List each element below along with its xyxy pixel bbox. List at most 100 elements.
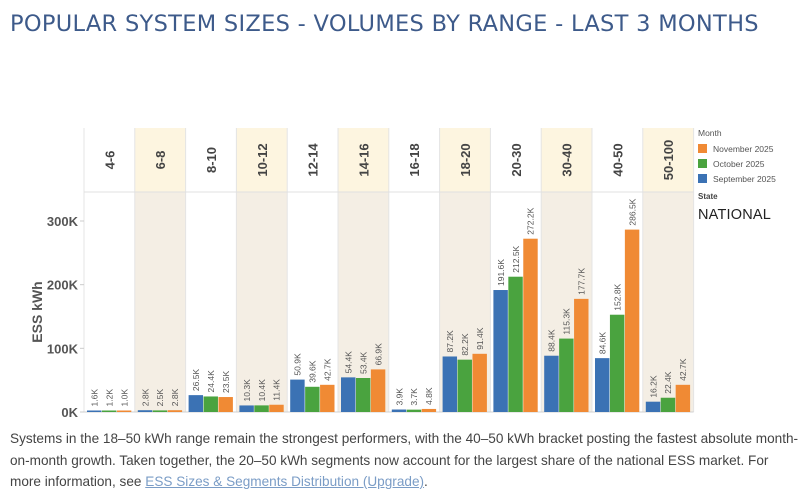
- data-label: 152.8K: [612, 283, 622, 310]
- state-filter-label: State: [698, 192, 718, 201]
- legend-label: September 2025: [713, 173, 776, 184]
- data-label: 177.7K: [577, 268, 587, 295]
- column-header-band: [338, 128, 389, 192]
- data-label: 1.2K: [104, 389, 114, 407]
- state-filter-value[interactable]: NATIONAL: [698, 207, 772, 223]
- category-label: 10-12: [255, 143, 270, 176]
- column-header-band: [134, 128, 186, 192]
- page-title: POPULAR SYSTEM SIZES - VOLUMES BY RANGE …: [10, 11, 759, 37]
- column-header-band: [236, 128, 288, 192]
- bar-october-2025: [254, 405, 269, 412]
- data-label: 212.5K: [511, 245, 521, 272]
- category-label: 6-8: [153, 151, 168, 170]
- bar-september-2025: [391, 409, 407, 412]
- legend-swatch: [698, 174, 707, 183]
- bar-october-2025: [203, 396, 218, 412]
- category-label: 30-40: [560, 143, 575, 176]
- data-label: 191.6K: [496, 259, 506, 286]
- data-label: 22.4K: [663, 371, 673, 394]
- legend-title: Month: [698, 128, 722, 138]
- data-label: 50.9K: [293, 353, 303, 376]
- legend-item-september[interactable]: September 2025: [698, 171, 808, 186]
- bar-october-2025: [457, 359, 472, 412]
- category-label: 18-20: [458, 143, 473, 176]
- column-header-band: [592, 128, 643, 192]
- bar-november-2025: [472, 353, 487, 412]
- bar-october-2025: [152, 410, 168, 412]
- data-label: 16.2K: [648, 375, 658, 398]
- legend-label: October 2025: [713, 158, 765, 169]
- category-label: 40-50: [610, 143, 625, 176]
- y-tick-label: 300K: [47, 214, 79, 229]
- bar-september-2025: [645, 401, 661, 412]
- category-label: 14-16: [356, 143, 371, 176]
- y-tick-label: 100K: [47, 341, 79, 356]
- column-plot-band: [185, 192, 237, 412]
- bar-october-2025: [101, 410, 117, 412]
- data-label: 286.5K: [627, 198, 637, 225]
- bar-october-2025: [559, 338, 574, 412]
- caption: Systems in the 18–50 kWh range remain th…: [10, 428, 800, 493]
- bar-september-2025: [595, 358, 610, 412]
- data-label: 1.0K: [119, 389, 129, 407]
- bar-chart: 4-6 6-8 8-10 10-12 12-14 14-16 16-18 18-20 20-30…: [29, 128, 695, 420]
- column-plot-band: [84, 192, 135, 412]
- legend: Month November 2025 October 2025 Septemb…: [698, 128, 808, 223]
- column-header-band: [84, 128, 135, 192]
- bar-november-2025: [320, 384, 335, 412]
- bar-november-2025: [370, 369, 386, 412]
- column-header-band: [439, 128, 491, 192]
- bar-september-2025: [137, 410, 153, 412]
- data-label: 1.6K: [89, 389, 99, 407]
- column-header-band: [287, 128, 338, 192]
- column-plot-band: [236, 192, 288, 412]
- bar-september-2025: [188, 395, 204, 412]
- category-label: 20-30: [509, 143, 524, 176]
- bar-november-2025: [624, 229, 640, 412]
- bar-september-2025: [290, 379, 305, 412]
- bar-november-2025: [218, 397, 233, 412]
- data-label: 53.4K: [358, 351, 368, 374]
- bar-october-2025: [609, 314, 625, 412]
- bar-september-2025: [341, 377, 356, 412]
- bar-september-2025: [239, 405, 254, 412]
- data-label: 88.4K: [547, 329, 557, 352]
- data-label: 10.3K: [242, 379, 252, 402]
- legend-label: November 2025: [713, 143, 774, 154]
- data-label: 91.4K: [475, 327, 485, 350]
- category-label: 8-10: [204, 147, 219, 173]
- data-label: 39.6K: [308, 360, 318, 383]
- column-header-band: [642, 128, 694, 192]
- column-header-band: [388, 128, 440, 192]
- legend-item-october[interactable]: October 2025: [698, 156, 808, 171]
- column-plot-band: [134, 192, 186, 412]
- data-label: 26.5K: [191, 369, 201, 392]
- column-plot-band: [287, 192, 338, 412]
- bar-november-2025: [421, 408, 437, 412]
- data-label: 82.2K: [460, 333, 470, 356]
- y-axis-title: ESS kWh: [29, 281, 45, 342]
- column-plot-band: [388, 192, 440, 412]
- data-label: 42.7K: [323, 358, 333, 381]
- ess-sizes-link[interactable]: ESS Sizes & Segments Distribution (Upgra…: [145, 474, 425, 489]
- data-label: 54.4K: [343, 351, 353, 374]
- category-label: 16-18: [407, 143, 422, 176]
- legend-item-november[interactable]: November 2025: [698, 141, 808, 156]
- data-label: 272.2K: [526, 207, 536, 234]
- bar-september-2025: [544, 355, 559, 412]
- data-label: 42.7K: [678, 358, 688, 381]
- caption-suffix: .: [424, 474, 428, 489]
- category-label: 50-100: [661, 140, 676, 180]
- bar-october-2025: [660, 397, 676, 412]
- data-label: 87.2K: [445, 330, 455, 353]
- data-label: 3.9K: [394, 388, 404, 406]
- column-header-band: [541, 128, 592, 192]
- bar-november-2025: [167, 410, 183, 412]
- data-label: 24.4K: [206, 370, 216, 393]
- column-plot-band: [642, 192, 694, 412]
- data-label: 2.8K: [170, 388, 180, 406]
- category-label: 12-14: [306, 143, 321, 177]
- data-label: 3.7K: [409, 388, 419, 406]
- data-label: 4.8K: [424, 387, 434, 405]
- bar-september-2025: [87, 410, 102, 412]
